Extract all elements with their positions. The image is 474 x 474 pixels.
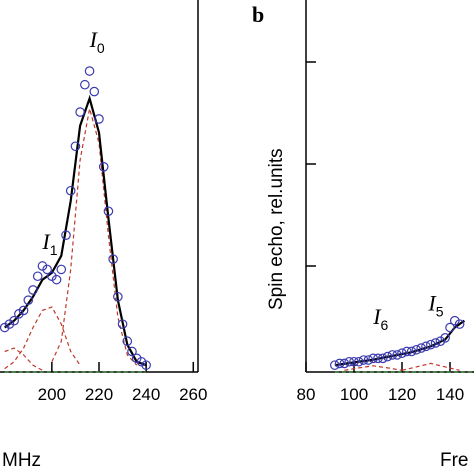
panel-a-data-point (98, 162, 109, 172)
panel-b-series (329, 315, 474, 373)
panel-b-data-point (397, 348, 407, 358)
panel-a-data-point (61, 230, 71, 240)
panel-a-data-point (122, 336, 133, 347)
panel-a-data-point (127, 346, 137, 357)
panel-a-data-point (65, 185, 76, 196)
panel-b-data-point (329, 360, 340, 370)
panel-a-x-tick-label: 200 (38, 385, 66, 404)
panel-a-peak-label: I0 (89, 27, 105, 56)
panel-b-data-point (339, 358, 350, 369)
panel-b-data-point (373, 353, 383, 364)
panel-a-data-point (80, 79, 90, 90)
panel-b-data-point (387, 350, 398, 360)
panel-a-x-ticks: 200 220 240 260 (38, 362, 207, 404)
panel-b-peak-label: I5 (427, 290, 443, 319)
panel-b-x-ticks: 80 100 120 140 (297, 362, 464, 404)
panel-a-data-point (94, 114, 104, 124)
panel-a-component-line (4, 306, 81, 370)
panel-b-data-point (334, 358, 345, 369)
panel-b-data-point (368, 353, 378, 364)
panel-a-data-point (84, 66, 95, 76)
panel-b-data-point (430, 338, 441, 348)
panel-a: 200 220 240 260 I0 I1 MHz (0, 0, 207, 471)
panel-b-data-point (406, 346, 417, 357)
panel-b-y-axis-title: Spin echo, rel.units (266, 148, 287, 310)
panel-b-peak-label: I6 (372, 304, 388, 333)
panel-b-data-point (445, 322, 455, 333)
panel-a-peak-label: I1 (41, 229, 57, 258)
panel-a-data-point (141, 360, 151, 370)
panel-a-data-point (70, 141, 81, 152)
panel-b-y-ticks (306, 61, 316, 267)
panel-b-data-point (353, 356, 364, 367)
panel-b-data-point (363, 355, 374, 365)
panel-a-data-point (18, 305, 29, 316)
panel-a-series (0, 66, 151, 373)
panel-a-fit-line (4, 94, 147, 367)
panel-b-data-point (449, 315, 460, 326)
panel-b-x-tick-label: 100 (340, 385, 368, 404)
panel-a-x-tick-label: 220 (85, 385, 113, 404)
panel-b-data-point (440, 332, 450, 343)
panel-b-x-tick-label: 80 (297, 385, 316, 404)
panel-b-data-point (377, 353, 388, 364)
panel-b-data-point (401, 346, 412, 357)
panel-a-data-point (28, 285, 38, 295)
panel-b-data-point (421, 341, 431, 352)
panel-b-x-axis-title: Fre (440, 450, 469, 471)
panel-b-component-line (401, 362, 460, 371)
panel-b-x-tick-label: 140 (436, 385, 464, 404)
panel-b-data-point (454, 319, 465, 329)
panel-a-data-point (42, 264, 52, 275)
panel-a-data-point (23, 295, 34, 305)
panel-a-data-point (117, 319, 128, 329)
panel-a-component-line (4, 347, 43, 371)
panel-a-x-tick-label: 260 (179, 385, 207, 404)
panel-a-x-axis-title: MHz (2, 450, 41, 471)
panel-b-data-point (411, 344, 422, 355)
panel-a-data-point (51, 274, 62, 285)
panel-a-data-point (89, 86, 100, 97)
panel-a-data-point (9, 315, 19, 326)
panel-b-x-tick-label: 120 (388, 385, 416, 404)
panel-a-data-point (103, 206, 114, 217)
panel-b-data-point (349, 356, 359, 367)
panel-a-data-point (108, 254, 118, 264)
panel-a-x-tick-label: 240 (132, 385, 160, 404)
panel-b-data-point (416, 343, 426, 353)
panel-b-letter: b (252, 2, 264, 27)
panel-b-data-point (392, 350, 402, 360)
panel-b-data-point (425, 339, 436, 350)
panel-b-data-point (344, 356, 354, 367)
panel-a-component-line (51, 108, 138, 366)
panel-b-data-point (358, 355, 369, 365)
panel-a-data-point (113, 291, 123, 302)
panel-a-data-point (56, 264, 67, 275)
panel-a-data-point (32, 271, 43, 282)
panel-b-data-point (382, 351, 393, 362)
panel-b-component-line (344, 365, 403, 371)
panel-a-data-point (75, 107, 85, 117)
panel-b-data-point (435, 336, 446, 347)
panel-b-annotations: I6 I5 (372, 290, 444, 333)
